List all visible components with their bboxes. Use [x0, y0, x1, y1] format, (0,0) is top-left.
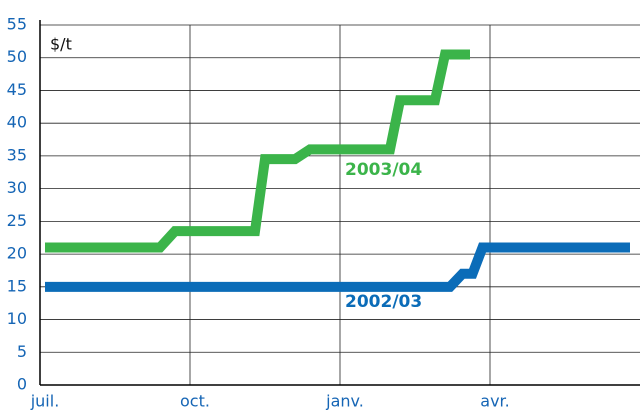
- y-tick-label: 40: [7, 113, 27, 132]
- x-tick-label: juil.: [30, 392, 60, 411]
- y-tick-label: 55: [7, 15, 27, 34]
- y-tick-label: 35: [7, 145, 27, 164]
- y-tick-label: 20: [7, 244, 27, 263]
- x-tick-label: janv.: [325, 392, 364, 411]
- y-tick-label: 50: [7, 47, 27, 66]
- y-tick-label: 5: [17, 342, 27, 361]
- series-label: 2003/04: [345, 160, 422, 180]
- y-tick-label: 25: [7, 211, 27, 230]
- y-tick-label: 15: [7, 276, 27, 295]
- y-tick-label: 0: [17, 375, 27, 394]
- x-tick-label: avr.: [480, 392, 509, 411]
- y-tick-label: 10: [7, 309, 27, 328]
- y-unit-label: $/t: [50, 35, 72, 54]
- y-tick-label: 45: [7, 80, 27, 99]
- series-label: 2002/03: [345, 292, 422, 312]
- series-line: [45, 49, 470, 253]
- x-tick-label: oct.: [180, 392, 210, 411]
- y-tick-label: 30: [7, 178, 27, 197]
- series-line: [45, 242, 630, 292]
